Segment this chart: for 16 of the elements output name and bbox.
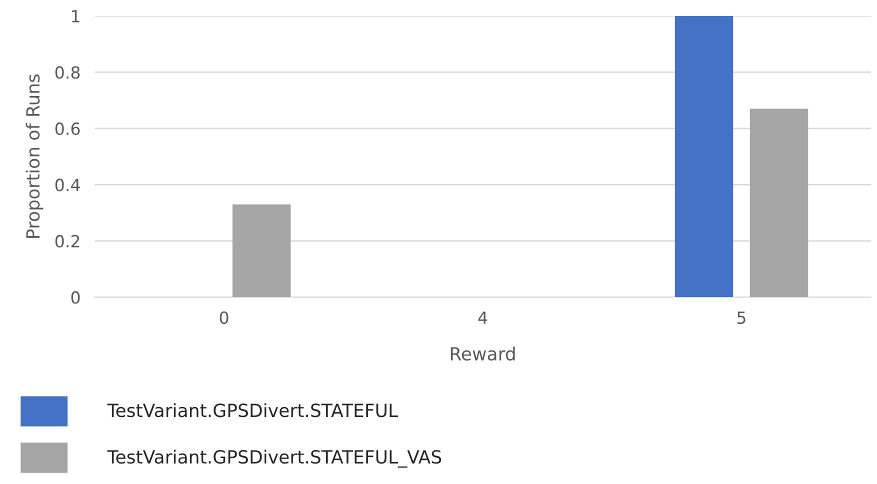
y-tick-label: 0.6 [55, 122, 80, 136]
x-tick-label: 5 [737, 312, 746, 324]
x-tick-label: 0 [220, 311, 228, 324]
y-tick-label: 0.8 [55, 66, 80, 79]
legend-label: TestVariant.GPSDivert.STATEFUL_VAS [107, 450, 442, 468]
y-tick-label: 0.2 [55, 234, 80, 248]
x-tick-label: 4 [478, 312, 488, 324]
bar [674, 16, 734, 298]
bar [232, 204, 291, 298]
y-axis-title: Proportion of Runs [26, 74, 44, 238]
y-tick-label: 1 [72, 10, 80, 22]
bar [750, 108, 808, 298]
y-tick-label: 0 [71, 291, 80, 304]
x-axis-title: Reward [450, 346, 515, 361]
legend-label: TestVariant.GPSDivert.STATEFUL [107, 403, 398, 418]
y-tick-label: 0.4 [55, 178, 80, 192]
